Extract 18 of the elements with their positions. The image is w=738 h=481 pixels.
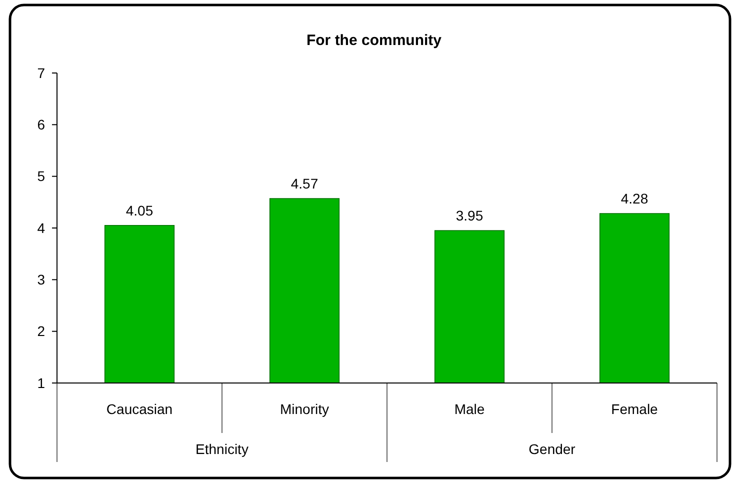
x-tick-label: Minority bbox=[280, 400, 330, 417]
y-tick-label: 6 bbox=[37, 116, 46, 133]
data-label: 4.28 bbox=[620, 190, 648, 207]
text: Gender bbox=[528, 440, 576, 457]
data-label: 3.95 bbox=[456, 208, 484, 224]
x-tick-label: Caucasian bbox=[106, 400, 173, 417]
data-label: 4.57 bbox=[290, 176, 318, 192]
data-label: 4.05 bbox=[126, 202, 154, 218]
y-tick-label: 5 bbox=[37, 168, 46, 184]
text: Ethnicity bbox=[196, 440, 248, 457]
y-tick-label: 1 bbox=[37, 374, 46, 391]
x-tick-label: Female bbox=[611, 400, 658, 417]
y-tick-label: 3 bbox=[37, 272, 46, 288]
chart-title: For the community bbox=[306, 32, 442, 49]
y-tick-label: 7 bbox=[37, 64, 46, 81]
y-tick-label: 4 bbox=[37, 220, 46, 236]
y-tick-label: 2 bbox=[37, 323, 46, 340]
x-tick-label: Male bbox=[454, 400, 485, 417]
